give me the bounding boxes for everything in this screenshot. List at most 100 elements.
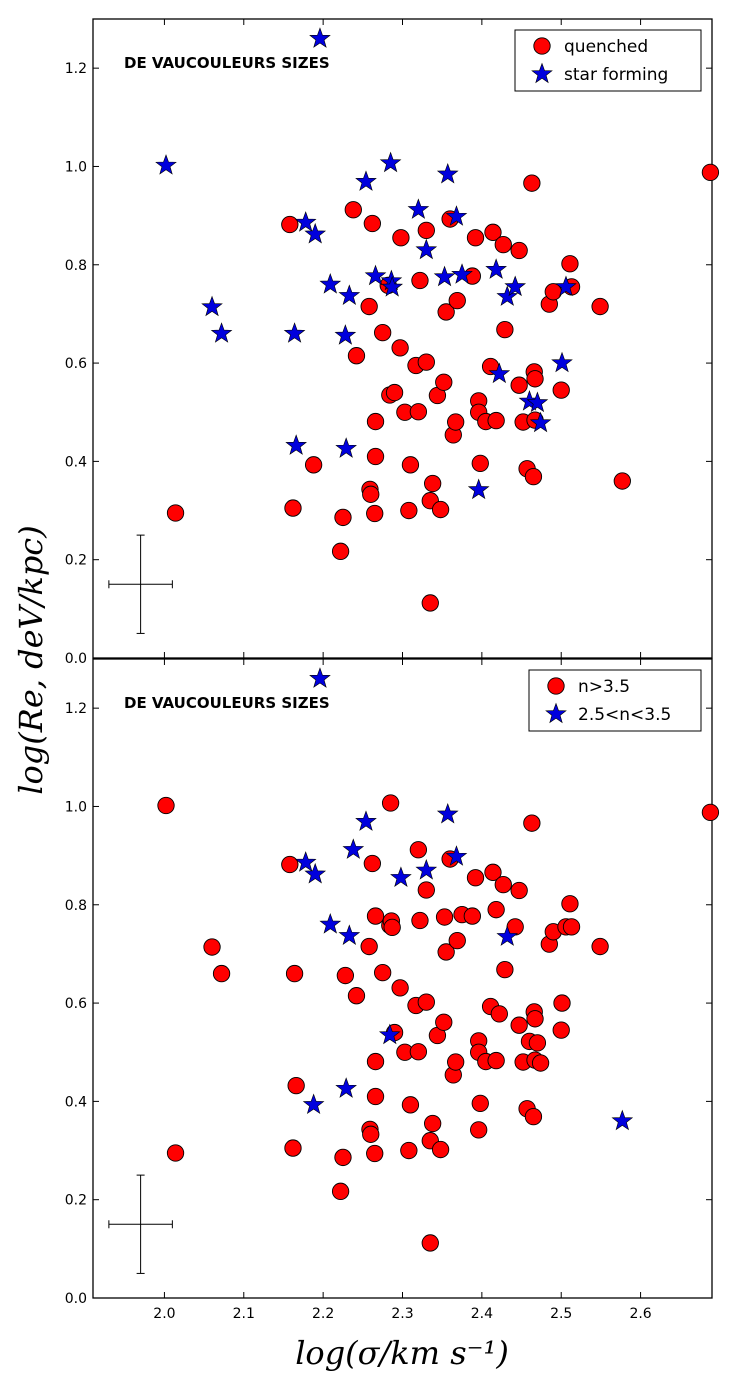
data-point-circle: [466, 869, 485, 887]
data-point-star: [488, 362, 511, 384]
data-point-circle: [431, 500, 450, 519]
data-point-star: [319, 913, 342, 934]
data-point-circle: [471, 454, 489, 473]
y-tick-label: 0.0: [65, 1291, 87, 1307]
plot-frame: [92, 18, 713, 659]
data-point-circle: [374, 323, 392, 342]
x-tick-label: 2.3: [391, 1306, 413, 1322]
data-point-circle: [366, 1144, 384, 1163]
x-axis-label: log(σ/km s⁻¹): [295, 1334, 509, 1372]
y-tick-label: 0.8: [65, 258, 87, 274]
legend-circle-marker: [547, 677, 565, 695]
data-point-circle: [431, 1140, 450, 1159]
data-point-star: [529, 411, 552, 433]
data-point-circle: [336, 966, 355, 985]
data-point-star: [155, 154, 177, 175]
y-axis-label: log(Re, deV/kpc): [12, 525, 50, 794]
data-point-star: [294, 211, 317, 232]
x-tick-label: 2.6: [629, 1306, 651, 1322]
data-point-circle: [552, 1021, 570, 1039]
y-tick-label: 0.6: [65, 356, 87, 372]
data-point-circle: [409, 403, 428, 421]
y-tick-label: 0.4: [65, 454, 87, 470]
data-point-circle: [284, 1139, 302, 1157]
data-point-star: [334, 324, 357, 345]
data-point-circle: [366, 907, 385, 925]
data-point-circle: [561, 255, 579, 273]
y-tick-label: 0.4: [65, 1094, 87, 1110]
data-point-star: [338, 284, 361, 305]
data-point-circle: [157, 796, 175, 815]
data-point-circle: [447, 413, 465, 431]
data-point-circle: [591, 297, 609, 316]
data-point-circle: [561, 895, 579, 913]
legend-label: n>3.5: [578, 677, 630, 697]
panel-title: DE VAUCOULEURS SIZES: [124, 694, 330, 712]
legend-label: quenched: [564, 37, 648, 57]
data-point-star: [451, 263, 473, 284]
data-point-circle: [523, 814, 541, 832]
data-point-star: [415, 858, 438, 880]
data-point-circle: [524, 1107, 543, 1126]
y-tick-label: 1.2: [65, 61, 87, 77]
y-tick-label: 1.2: [65, 701, 87, 717]
data-point-circle: [281, 215, 299, 234]
plot-frame: [92, 658, 713, 1299]
data-point-circle: [331, 1182, 350, 1200]
data-point-star: [445, 205, 468, 226]
data-point-star: [378, 1023, 401, 1045]
data-point-star: [302, 1093, 325, 1115]
data-point-star: [526, 391, 549, 413]
top-panel: 0.0 0.2 0.4 0.6 0.8 1.0 1.2 DE VAUCOULEURS SIZE…: [65, 18, 720, 667]
data-point-circle: [411, 271, 429, 290]
data-point-star: [496, 285, 519, 306]
y-tick-label: 1.0: [65, 799, 87, 815]
legend-circle-marker: [533, 37, 551, 55]
data-point-star: [355, 170, 377, 191]
data-point-circle: [409, 841, 428, 859]
data-point-circle: [363, 854, 381, 873]
data-point-circle: [417, 993, 435, 1011]
data-point-star: [338, 924, 361, 945]
data-point-circle: [417, 221, 435, 240]
data-point-circle: [487, 411, 505, 430]
data-point-circle: [435, 1013, 453, 1031]
data-point-circle: [466, 229, 485, 247]
data-point-circle: [526, 1010, 544, 1028]
data-point-star: [436, 802, 459, 824]
data-point-circle: [494, 235, 512, 254]
data-point-star: [381, 275, 404, 297]
y-tick-label: 0.2: [65, 553, 87, 569]
data-point-circle: [366, 504, 384, 523]
data-point-circle: [447, 1053, 465, 1071]
data-point-circle: [166, 504, 185, 522]
x-tick-label: 2.1: [233, 1306, 255, 1322]
data-point-star: [364, 264, 387, 286]
data-point-circle: [304, 456, 323, 474]
legend-label: 2.5<n<3.5: [578, 705, 671, 725]
x-tick-label: 2.4: [471, 1306, 493, 1322]
data-point-circle: [347, 987, 366, 1005]
data-point-circle: [366, 1087, 385, 1106]
data-point-circle: [510, 881, 528, 900]
data-point-circle: [484, 223, 502, 241]
data-point-star: [294, 851, 317, 872]
data-point-star: [551, 351, 573, 373]
error-bar: [108, 1174, 173, 1274]
data-point-star: [611, 1109, 634, 1131]
data-point-circle: [496, 321, 514, 339]
data-point-circle: [366, 412, 385, 431]
data-point-star: [210, 322, 233, 343]
data-point-star: [504, 275, 527, 297]
data-point-circle: [437, 303, 455, 321]
data-point-circle: [362, 1125, 380, 1143]
data-point-circle: [360, 297, 378, 316]
legend-star-marker: [531, 62, 553, 84]
data-point-circle: [385, 383, 404, 402]
data-point-star: [319, 273, 342, 294]
data-point-circle: [421, 1234, 439, 1252]
data-point-circle: [531, 1054, 550, 1072]
y-tick-label: 0.0: [65, 651, 87, 667]
data-point-circle: [334, 508, 352, 527]
data-point-circle: [374, 963, 392, 982]
